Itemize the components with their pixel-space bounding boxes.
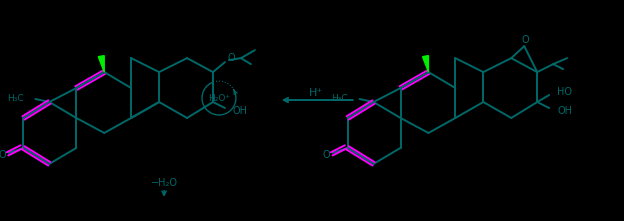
Text: H₃C: H₃C [331, 93, 348, 103]
Text: OH: OH [233, 106, 248, 116]
Text: H₃C: H₃C [7, 93, 24, 103]
Text: H⁺: H⁺ [309, 88, 323, 98]
Text: H₂O⁺: H₂O⁺ [208, 93, 230, 103]
Text: O: O [323, 150, 331, 160]
Polygon shape [99, 55, 104, 72]
Polygon shape [422, 55, 429, 72]
Text: O: O [228, 53, 236, 63]
Text: HO: HO [557, 87, 572, 97]
Text: O: O [522, 35, 529, 45]
Text: OH: OH [557, 106, 572, 116]
Text: −H₂O: −H₂O [150, 178, 178, 188]
Text: O: O [0, 150, 6, 160]
